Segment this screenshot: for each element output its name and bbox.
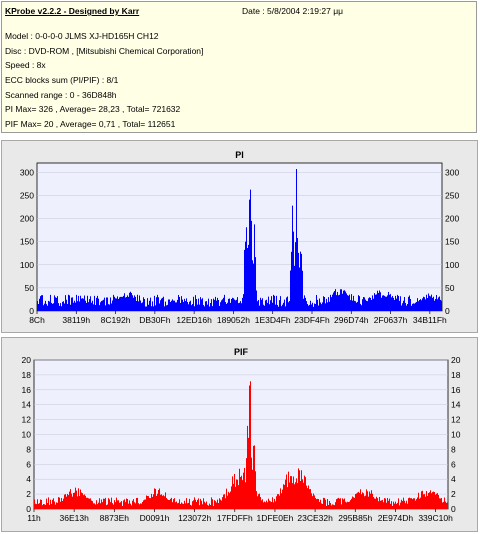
x-tick-label: 8Ch [29,315,45,325]
x-tick-label: 38119h [62,315,90,325]
data-bars [34,381,448,509]
x-tick-label: 339C10h [418,513,453,523]
y-tick-right: 0 [451,504,456,514]
y-tick-right: 250 [445,190,459,200]
x-tick-label: 296D74h [334,315,369,325]
y-tick-right: 0 [445,306,450,316]
y-tick-left: 0 [26,504,31,514]
range-line: Scanned range : 0 - 36D848h [5,90,117,100]
pi-chart: PI 0 0 50 50 100 100 150 150 200 200 250 250 300 300 8C… [20,150,460,325]
y-tick-right: 10 [451,430,461,440]
y-tick-left: 8 [26,444,31,454]
x-tick-label: 1DFE0Eh [257,513,294,523]
model-line: Model : 0-0-0-0 JLMS XJ-HD165H CH12 [5,31,159,41]
x-tick-label: 34B11Fh [413,315,447,325]
app-title: KProbe v2.2.2 - Designed by Karr [5,6,140,16]
chart-title: PIF [234,347,249,357]
disc-line: Disc : DVD-ROM , [Mitsubishi Chemical Co… [5,46,204,56]
y-tick-left: 2 [26,489,31,499]
y-tick-left: 200 [20,214,34,224]
x-tick-label: 23DF4Fh [294,315,330,325]
y-tick-left: 10 [22,430,32,440]
y-tick-left: 150 [20,237,34,247]
y-tick-right: 12 [451,415,461,425]
y-tick-right: 2 [451,489,456,499]
speed-line: Speed : 8x [5,60,46,70]
x-tick-label: D0091h [140,513,170,523]
pif-chart: PIF 0 0 2 2 4 4 6 6 8 8 10 10 12 12 14 14 16 16 18 18 20 20 11h… [22,347,461,523]
y-tick-right: 200 [445,214,459,224]
pif-stats-line: PIF Max= 20 , Average= 0,71 , Total= 112… [5,119,176,129]
y-tick-right: 100 [445,260,459,270]
x-tick-label: 189052h [217,315,250,325]
x-tick-label: 17FDFFh [217,513,253,523]
x-tick-label: 1E3D4Fh [255,315,291,325]
y-tick-right: 14 [451,400,461,410]
data-bars [37,168,442,311]
x-tick-label: DB30Fh [139,315,170,325]
y-tick-left: 50 [25,283,35,293]
x-tick-label: 2E974Dh [378,513,414,523]
pi-stats-line: PI Max= 326 , Average= 28,23 , Total= 72… [5,104,181,114]
y-tick-left: 4 [26,474,31,484]
y-tick-right: 6 [451,459,456,469]
x-tick-label: 8C192h [101,315,131,325]
y-tick-left: 18 [22,370,32,380]
y-tick-left: 16 [22,385,32,395]
y-tick-left: 14 [22,400,32,410]
y-tick-right: 18 [451,370,461,380]
pif-chart-panel: PIF 0 0 2 2 4 4 6 6 8 8 10 10 12 12 14 14 16 16 18 18 20 20 11h… [1,337,478,532]
y-tick-left: 20 [22,355,32,365]
info-panel: KProbe v2.2.2 - Designed by Karr Date : … [1,1,477,133]
x-tick-label: 123072h [178,513,211,523]
y-tick-left: 300 [20,167,34,177]
y-tick-right: 300 [445,167,459,177]
y-tick-right: 150 [445,237,459,247]
x-tick-label: 12ED16h [176,315,212,325]
y-tick-right: 16 [451,385,461,395]
y-tick-left: 100 [20,260,34,270]
y-tick-right: 8 [451,444,456,454]
y-tick-left: 250 [20,190,34,200]
x-tick-label: 8873Eh [100,513,130,523]
ecc-line: ECC blocks sum (PI/PIF) : 8/1 [5,75,119,85]
y-tick-left: 0 [29,306,34,316]
x-tick-label: 11h [27,513,41,523]
y-tick-left: 12 [22,415,32,425]
scan-date: Date : 5/8/2004 2:19:27 μμ [242,6,344,16]
y-tick-left: 6 [26,459,31,469]
plot-area [36,162,443,312]
y-tick-right: 4 [451,474,456,484]
x-tick-label: 23CE32h [297,513,333,523]
x-tick-label: 295B85h [338,513,372,523]
y-tick-right: 20 [451,355,461,365]
x-tick-label: 36E13h [60,513,90,523]
y-tick-right: 50 [445,283,455,293]
pi-chart-panel: PI 0 0 50 50 100 100 150 150 200 200 250 250 300 300 8C… [1,140,478,333]
x-tick-label: 2F0637h [374,315,408,325]
chart-title: PI [235,150,244,160]
